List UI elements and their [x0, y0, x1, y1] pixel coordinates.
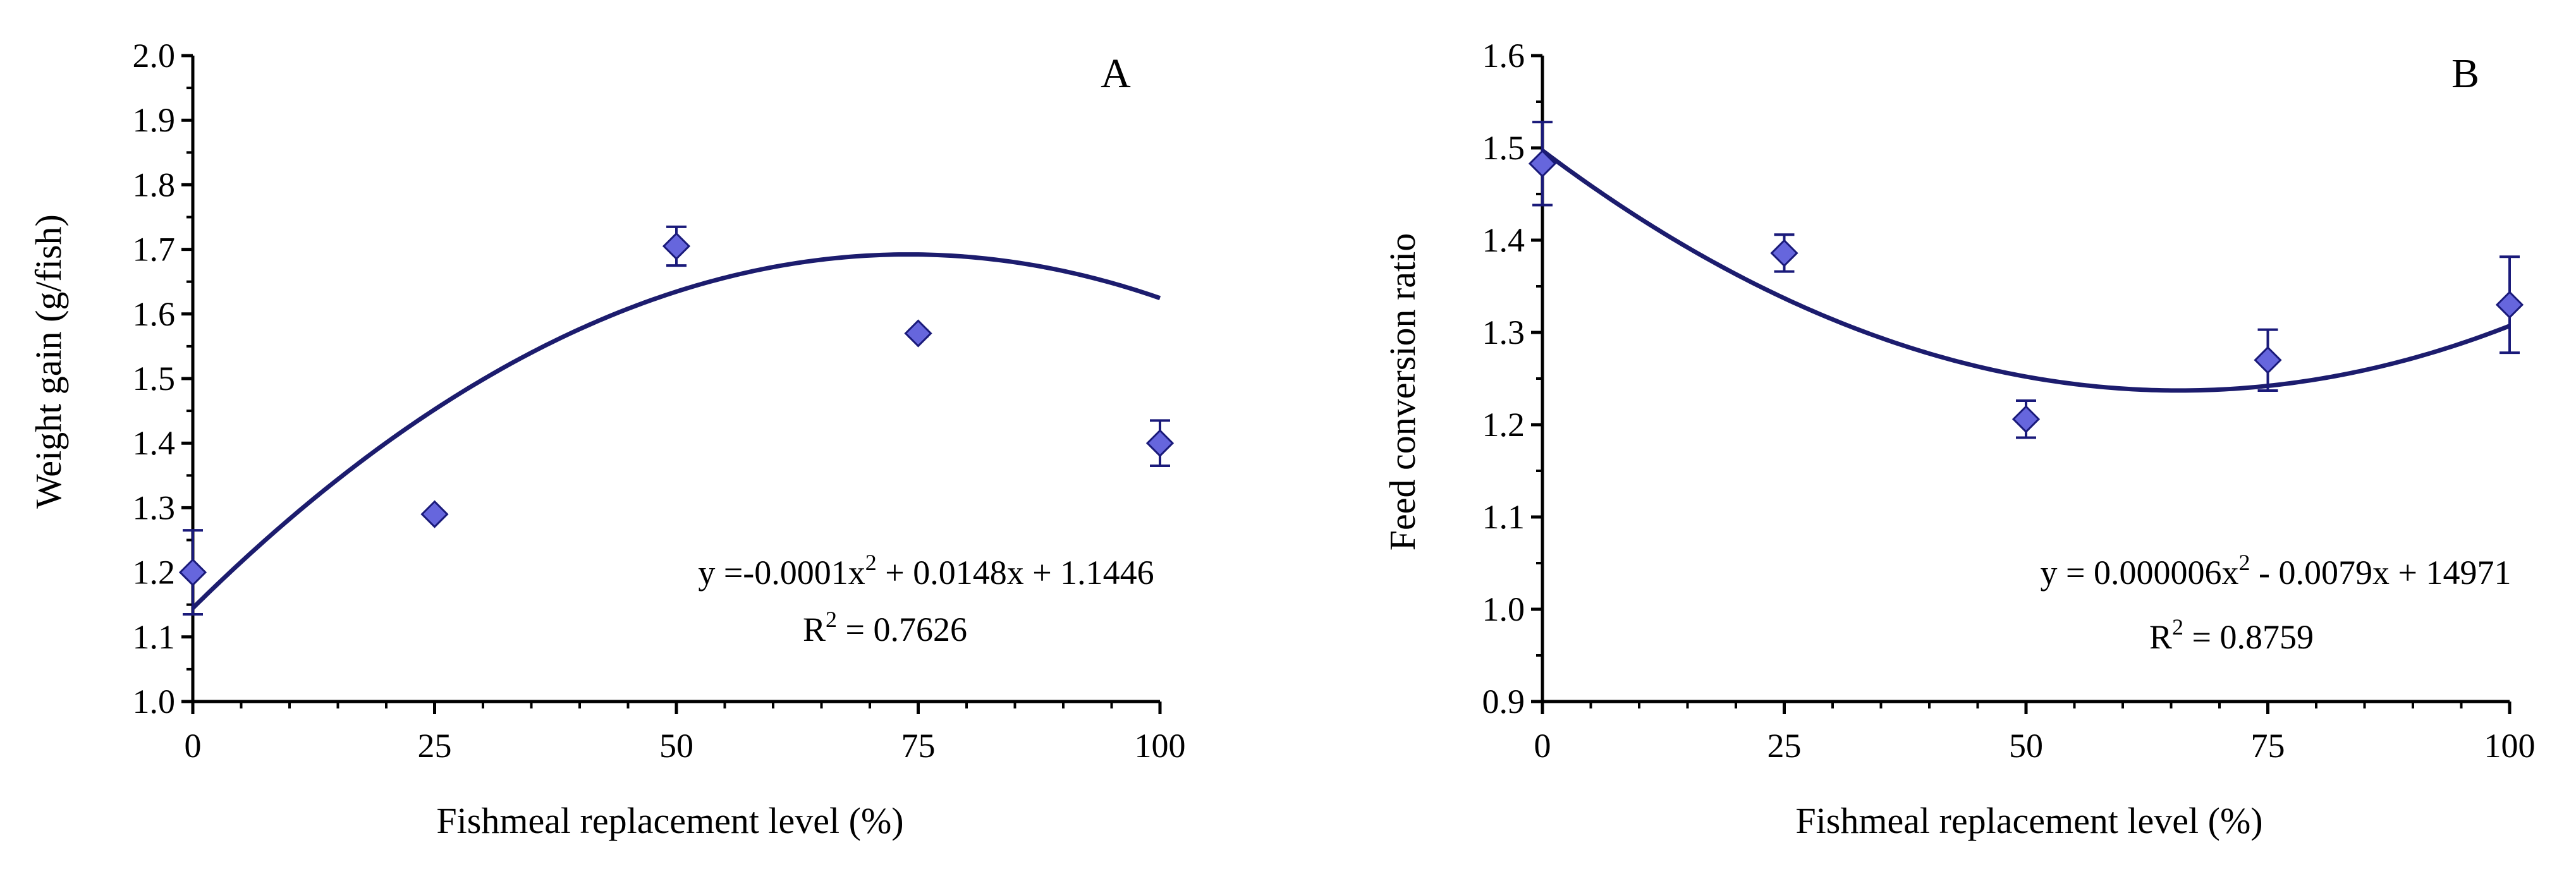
panel-b-fit	[1541, 149, 2511, 393]
panel-b-y-tick-label: 1.2	[1482, 406, 1525, 444]
panel-a-y-tick-label: 1.5	[133, 360, 176, 398]
panel-b: 0.9 1.0 1.1 1.2 1.3 1.4 1.5 1.6 0 25 50 75 100 B Fis…	[1382, 37, 2536, 841]
panel-a-r2-pre: R	[803, 611, 826, 648]
panel-b-r2-post: = 0.8759	[2183, 618, 2314, 656]
panel-a-x-tick-label: 25	[418, 727, 452, 765]
panel-a-x-tick-label: 100	[1135, 727, 1186, 765]
panel-a-y-tick-label: 1.6	[133, 295, 176, 333]
panel-b-r2-pre: R	[2149, 618, 2172, 656]
panel-b-y-tick-label: 1.1	[1482, 498, 1525, 536]
panel-a-y-axis-title: Weight gain (g/fish)	[28, 214, 69, 509]
panel-b-eq-sup: 2	[2239, 550, 2250, 575]
panel-a-y-tick-label: 1.3	[133, 489, 176, 526]
panel-a-y-tick-label: 1.0	[133, 683, 176, 720]
panel-a-x-axis-title: Fishmeal replacement level (%)	[436, 800, 903, 841]
panel-b-y-tick-label: 1.0	[1482, 590, 1525, 628]
panel-b-data-point	[2254, 346, 2282, 374]
panel-a-y-tick-label: 1.2	[133, 554, 176, 592]
panel-b-eq-post: - 0.0079x + 14971	[2250, 554, 2512, 592]
panel-a-r2-post: = 0.7626	[837, 611, 967, 648]
panel-b-eq-pre: y = 0.000006x	[2041, 554, 2239, 592]
panel-a-eq-sup: 2	[865, 550, 877, 575]
panel-a-y-tick-label: 1.7	[133, 231, 176, 269]
panel-b-tick-labels: 0.9 1.0 1.1 1.2 1.3 1.4 1.5 1.6 0 25 50 75 100	[1482, 37, 2536, 765]
panel-a-y-tick-label: 1.4	[133, 424, 176, 462]
panel-b-r2-sup: 2	[2172, 614, 2183, 640]
panel-b-fit-curve	[1541, 149, 2511, 393]
panel-b-r2: R2 = 0.8759	[2149, 614, 2314, 656]
panel-a-data-point	[662, 232, 691, 260]
panel-a-fit	[191, 252, 1161, 610]
panel-b-y-tick-label: 1.3	[1482, 313, 1525, 351]
panel-a: 1.0 1.1 1.2 1.3 1.4 1.5 1.6 1.7 1.8 1.9 2.0 0 25 50 75…	[28, 37, 1186, 841]
panel-a-y-tick-label: 1.1	[133, 618, 176, 656]
panel-a-x-tick-label: 50	[659, 727, 693, 765]
panel-a-x-tick-label: 75	[901, 727, 936, 765]
panel-a-r2-sup: 2	[826, 607, 837, 632]
panel-b-y-tick-label: 1.5	[1482, 129, 1525, 167]
panel-b-x-tick-label: 50	[2009, 727, 2043, 765]
panel-a-axes	[181, 54, 1162, 714]
panel-b-y-axis-title: Feed conversion ratio	[1382, 233, 1423, 551]
panel-a-letter: A	[1101, 51, 1131, 97]
panel-a-data-point	[178, 558, 207, 586]
panel-b-data-point	[2011, 405, 2041, 434]
panel-a-data-point	[904, 319, 932, 348]
panel-b-x-tick-label: 100	[2484, 727, 2536, 765]
panel-a-y-tick-label: 1.9	[133, 101, 176, 139]
panel-b-data-point	[1528, 149, 1557, 178]
panel-b-x-tick-label: 75	[2251, 727, 2285, 765]
panel-b-data-point	[1770, 239, 1798, 267]
panel-b-axes	[1531, 54, 2512, 714]
panel-b-y-tick-label: 0.9	[1482, 683, 1525, 720]
panel-b-points	[1528, 121, 2524, 439]
panel-a-eq-pre: y =-0.0001x	[698, 554, 865, 592]
panel-a-data-point	[420, 500, 449, 528]
panel-a-r2: R2 = 0.7626	[803, 607, 967, 648]
panel-b-x-tick-label: 0	[1534, 727, 1551, 765]
panel-a-tick-labels: 1.0 1.1 1.2 1.3 1.4 1.5 1.6 1.7 1.8 1.9 2.0 0 25 50 75…	[133, 37, 1186, 765]
panel-a-y-tick-label: 1.8	[133, 166, 176, 204]
panel-a-eq-post: + 0.0148x + 1.1446	[877, 554, 1154, 592]
panel-b-x-tick-label: 25	[1767, 727, 1802, 765]
panel-b-letter: B	[2451, 51, 2479, 97]
panel-a-points	[178, 225, 1175, 616]
panel-b-x-axis-title: Fishmeal replacement level (%)	[1795, 800, 2262, 841]
panel-a-x-tick-label: 0	[185, 727, 202, 765]
panel-a-equation: y =-0.0001x2 + 0.0148x + 1.1446	[698, 550, 1154, 592]
panel-a-data-point	[1145, 429, 1175, 458]
panel-a-y-tick-label: 2.0	[133, 37, 176, 75]
panel-b-data-point	[2495, 291, 2524, 319]
panel-b-y-tick-label: 1.6	[1482, 37, 1525, 75]
panel-b-equation: y = 0.000006x2 - 0.0079x + 14971	[2041, 550, 2512, 592]
panel-a-fit-curve	[191, 252, 1161, 610]
panel-b-y-tick-label: 1.4	[1482, 221, 1525, 259]
